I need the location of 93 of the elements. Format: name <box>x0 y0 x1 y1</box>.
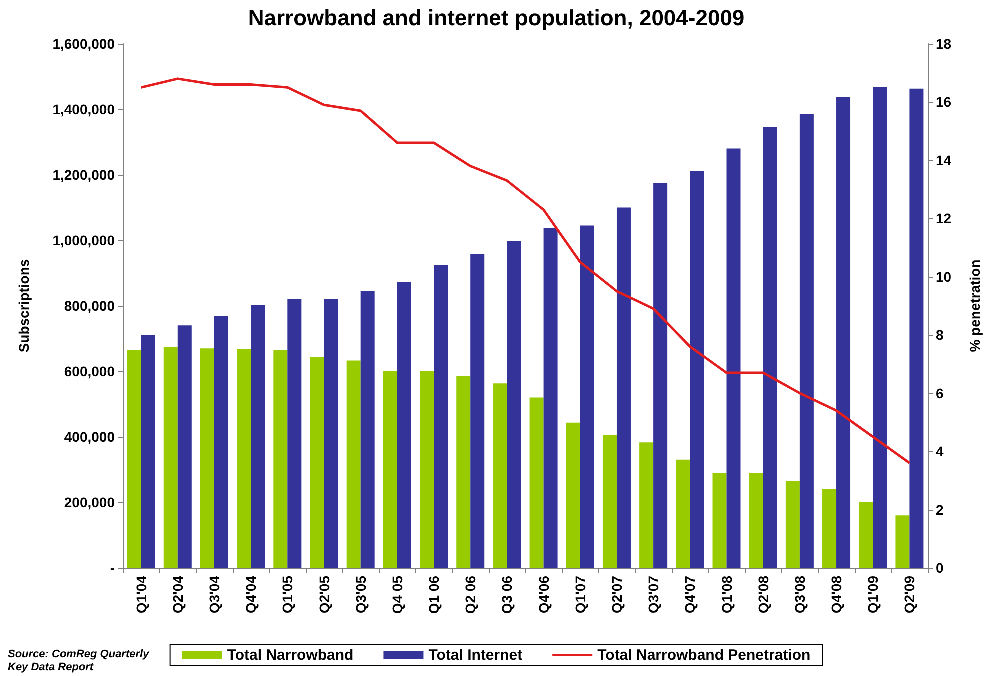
x-tick-label: Q4'06 <box>536 576 552 614</box>
bar <box>507 241 522 568</box>
bar <box>836 97 851 568</box>
bar <box>580 226 594 568</box>
y2-tick-label: 0 <box>936 560 944 576</box>
x-tick-label: Q2'09 <box>902 576 918 614</box>
bar <box>360 291 375 568</box>
y2-tick-label: 14 <box>936 152 952 168</box>
y-axis-title: Subscriptions <box>16 259 32 353</box>
legend-label: Total Internet <box>428 647 523 664</box>
x-tick-label: Q3'05 <box>352 576 369 614</box>
y2-tick-label: 16 <box>936 94 952 110</box>
x-tick-label: Q4'08 <box>828 576 845 614</box>
y2-tick-label: 8 <box>936 327 944 344</box>
y2-tick-label: 18 <box>936 36 952 52</box>
bar <box>456 376 471 568</box>
bar <box>530 398 544 568</box>
bar <box>310 357 324 568</box>
y-tick-label: 200,000 <box>64 494 116 510</box>
bar <box>127 350 142 568</box>
bar <box>566 422 580 568</box>
y2-axis-title: % penetration <box>967 260 983 352</box>
x-tick-label: Q3'08 <box>792 576 808 614</box>
bar <box>726 148 741 568</box>
y2-tick-label: 6 <box>936 385 944 402</box>
x-tick-label: Q2'05 <box>316 576 332 614</box>
y2-tick-label: 2 <box>936 502 944 518</box>
x-tick-label: Q1'04 <box>133 576 150 614</box>
bar <box>896 516 910 568</box>
y-tick-label: 1,400,000 <box>52 102 116 118</box>
source-note: Source: ComReg Quarterly Key Data Report <box>8 648 150 674</box>
x-tick-label: Q1'05 <box>280 576 296 614</box>
x-tick-label: Q4'04 <box>243 576 260 614</box>
y-tick-label: 600,000 <box>64 364 116 380</box>
x-tick-label: Q3'07 <box>646 576 662 614</box>
bar <box>141 335 156 568</box>
legend-label: Total Narrowband <box>227 647 354 664</box>
bar <box>873 88 888 568</box>
y-tick-label: 1,000,000 <box>52 232 116 248</box>
bar <box>602 435 617 568</box>
y-tick-label: 400,000 <box>64 429 116 445</box>
x-tick-label: Q3 06 <box>499 576 516 614</box>
bar <box>164 346 178 568</box>
x-tick-label: Q2 06 <box>462 576 479 614</box>
y-tick-label: 800,000 <box>64 298 116 314</box>
x-tick-label: Q2'08 <box>755 576 772 614</box>
x-tick-label: Q2'04 <box>170 576 186 614</box>
bar <box>237 349 252 568</box>
bar <box>420 372 434 568</box>
bar <box>214 316 228 568</box>
bar <box>640 442 654 568</box>
line-series <box>140 78 911 464</box>
x-tick-label: Q4'07 <box>682 576 698 614</box>
x-tick-label: Q2'07 <box>608 576 625 614</box>
bar <box>288 299 302 568</box>
bar <box>346 360 361 568</box>
bar <box>178 326 192 568</box>
bar <box>859 502 874 568</box>
bar <box>749 473 764 568</box>
y-tick-label: 1,200,000 <box>52 167 116 183</box>
bar <box>763 128 778 568</box>
bar <box>397 282 412 568</box>
chart-title: Narrowband and internet population, 2004-2009 <box>248 6 745 30</box>
bar <box>800 114 814 568</box>
bar <box>676 460 690 568</box>
bar <box>493 384 508 568</box>
y2-tick-label: 10 <box>936 268 952 285</box>
x-tick-label: Q1'07 <box>572 576 588 614</box>
bar <box>910 88 924 568</box>
bar <box>786 481 800 568</box>
y2-tick-label: 12 <box>936 210 952 227</box>
bar <box>616 208 631 568</box>
x-tick-label: Q3'04 <box>206 576 222 614</box>
bar <box>544 228 558 568</box>
bar <box>690 171 704 568</box>
x-tick-label: Q4 05 <box>389 576 406 614</box>
bar <box>383 372 398 568</box>
x-tick-label: Q1'08 <box>718 576 735 614</box>
y2-tick-label: 4 <box>936 444 944 460</box>
x-tick-label: Q1 06 <box>426 576 442 614</box>
bar <box>822 489 837 568</box>
bar <box>712 473 727 568</box>
bar <box>654 183 668 568</box>
y-tick-label: - <box>110 560 116 576</box>
bar <box>434 265 448 568</box>
bar <box>251 305 266 568</box>
x-tick-label: Q1'09 <box>865 576 882 614</box>
bar <box>470 254 485 568</box>
y-tick-label: 1,600,000 <box>52 36 116 52</box>
bar <box>274 350 288 568</box>
bar <box>324 299 338 568</box>
bar <box>200 348 214 568</box>
legend-label: Total Narrowband Penetration <box>598 647 811 664</box>
